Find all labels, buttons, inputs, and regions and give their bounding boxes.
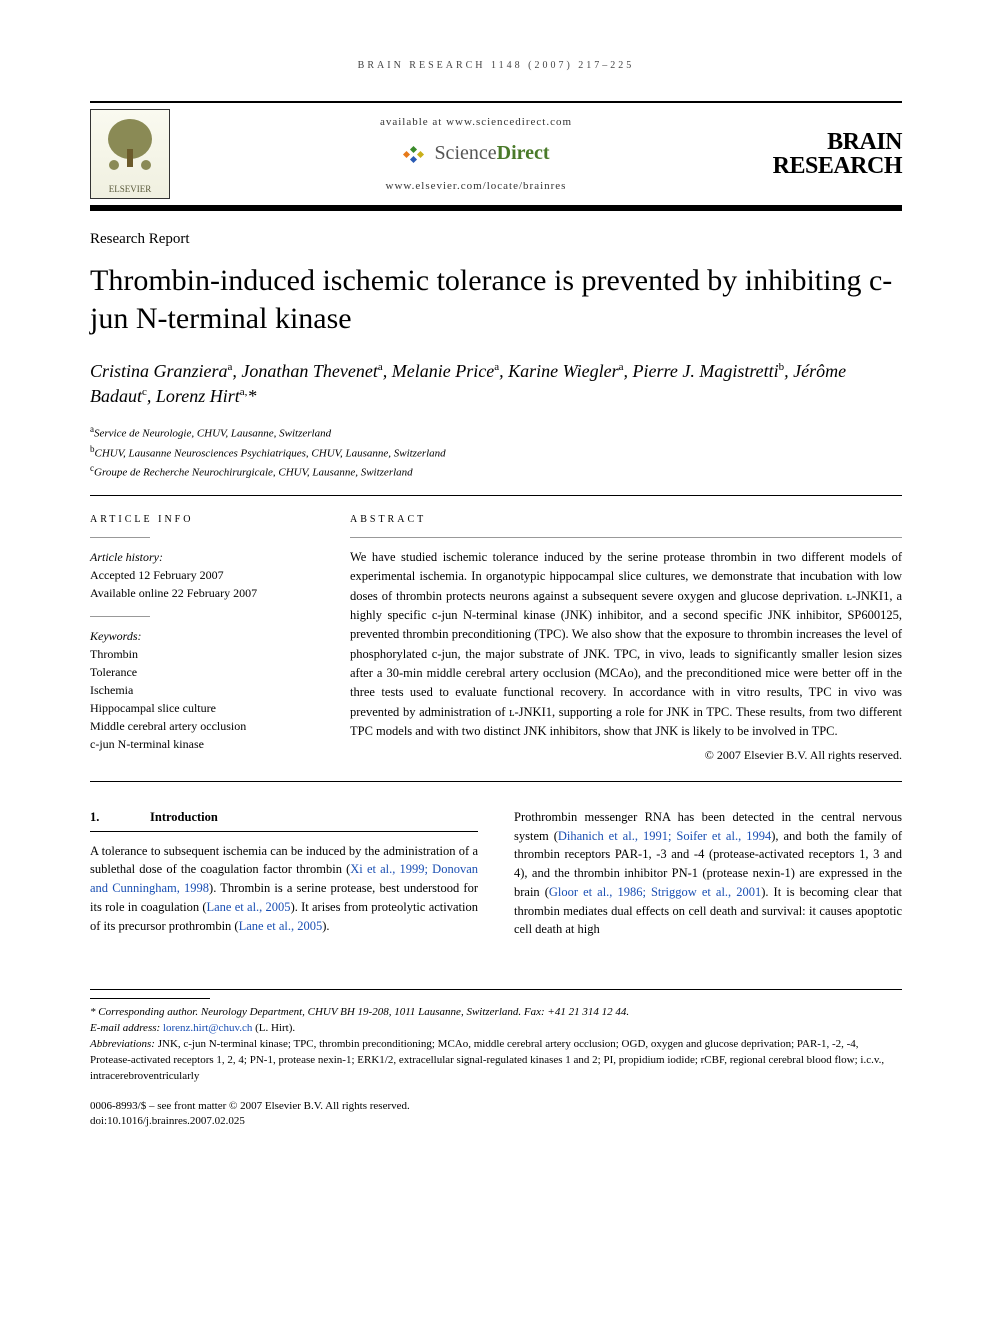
brand-bar: ELSEVIER available at www.sciencedirect.… [90, 101, 902, 211]
elsevier-wordmark: ELSEVIER [109, 184, 152, 194]
affiliations: aService de Neurologie, CHUV, Lausanne, … [90, 423, 902, 480]
brand-center: available at www.sciencedirect.com Scien… [180, 116, 772, 192]
abstract-col: ABSTRACT We have studied ischemic tolera… [350, 514, 902, 767]
abbrev-text: JNK, c-jun N-terminal kinase; TPC, throm… [90, 1038, 884, 1082]
divider-short [90, 537, 150, 538]
page: BRAIN RESEARCH 1148 (2007) 217–225 ELSEV… [0, 0, 992, 1170]
article-history: Article history: Accepted 12 February 20… [90, 548, 310, 602]
sd-word-bold: Direct [497, 142, 550, 164]
available-at-text: available at www.sciencedirect.com [180, 116, 772, 128]
elsevier-logo: ELSEVIER [90, 109, 170, 199]
affiliation: cGroupe de Recherche Neurochirurgicale, … [90, 462, 902, 481]
keyword: c-jun N-terminal kinase [90, 735, 310, 753]
divider [90, 495, 902, 496]
divider [90, 781, 902, 782]
journal-logo: BRAIN RESEARCH [772, 130, 902, 178]
divider [350, 537, 902, 538]
article-info-heading: ARTICLE INFO [90, 514, 310, 525]
sd-word-light: Science [434, 142, 496, 164]
email-label: E-mail address: [90, 1022, 163, 1034]
sciencedirect-wordmark: ScienceDirect [434, 142, 549, 165]
author-list: Cristina Granzieraa, Jonathan Theveneta,… [90, 359, 902, 409]
footer-meta: 0006-8993/$ – see front matter © 2007 El… [90, 1099, 902, 1130]
keyword: Hippocampal slice culture [90, 699, 310, 717]
keyword: Ischemia [90, 681, 310, 699]
body-two-column: 1. Introduction A tolerance to subsequen… [90, 808, 902, 939]
article-title: Thrombin-induced ischemic tolerance is p… [90, 262, 902, 337]
keyword: Thrombin [90, 645, 310, 663]
citation-link[interactable]: Lane et al., 2005 [239, 919, 323, 933]
body-col-right: Prothrombin messenger RNA has been detec… [514, 808, 902, 939]
sciencedirect-logo: ScienceDirect [402, 140, 549, 166]
publisher-logo-block: ELSEVIER [90, 109, 180, 199]
keywords-list: ThrombinToleranceIschemiaHippocampal sli… [90, 645, 310, 753]
footnotes: * Corresponding author. Neurology Depart… [90, 989, 902, 1085]
body-col-left: 1. Introduction A tolerance to subsequen… [90, 808, 478, 939]
section-number: 1. [90, 808, 150, 827]
copyright-line: © 2007 Elsevier B.V. All rights reserved… [350, 748, 902, 763]
email-line: E-mail address: lorenz.hirt@chuv.ch (L. … [90, 1021, 902, 1037]
sciencedirect-icon [402, 140, 428, 166]
journal-url: www.elsevier.com/locate/brainres [180, 180, 772, 192]
citation-link[interactable]: Lane et al., 2005 [207, 900, 291, 914]
keyword: Middle cerebral artery occlusion [90, 717, 310, 735]
issn-line: 0006-8993/$ – see front matter © 2007 El… [90, 1099, 902, 1114]
text-run: * Corresponding author. Neurology Depart… [90, 1006, 629, 1018]
text-run: ). [322, 919, 329, 933]
running-head: BRAIN RESEARCH 1148 (2007) 217–225 [90, 60, 902, 71]
keywords-label: Keywords: [90, 627, 310, 645]
paragraph: A tolerance to subsequent ischemia can b… [90, 842, 478, 936]
email-link[interactable]: lorenz.hirt@chuv.ch [163, 1022, 252, 1034]
paragraph: Prothrombin messenger RNA has been detec… [514, 808, 902, 939]
abbrev-label: Abbreviations: [90, 1038, 158, 1050]
article-info-col: ARTICLE INFO Article history: Accepted 1… [90, 514, 310, 767]
journal-logo-line1: BRAIN [772, 130, 902, 154]
footnote-rule [90, 998, 210, 999]
section-title: Introduction [150, 808, 218, 827]
section-heading: 1. Introduction [90, 808, 478, 832]
journal-logo-block: BRAIN RESEARCH [772, 130, 902, 178]
keyword: Tolerance [90, 663, 310, 681]
abbreviations: Abbreviations: JNK, c-jun N-terminal kin… [90, 1037, 902, 1085]
accepted-date: Accepted 12 February 2007 [90, 566, 310, 584]
history-label: Article history: [90, 548, 310, 566]
affiliation: aService de Neurologie, CHUV, Lausanne, … [90, 423, 902, 442]
citation-link[interactable]: Gloor et al., 1986; Striggow et al., 200… [549, 885, 761, 899]
divider-short [90, 616, 150, 617]
text-run: (L. Hirt). [252, 1022, 295, 1034]
online-date: Available online 22 February 2007 [90, 584, 310, 602]
corresponding-author: * Corresponding author. Neurology Depart… [90, 1005, 902, 1021]
abstract-text: We have studied ischemic tolerance induc… [350, 548, 902, 742]
journal-logo-line2: RESEARCH [772, 154, 902, 178]
doi-line: doi:10.1016/j.brainres.2007.02.025 [90, 1114, 902, 1129]
article-type: Research Report [90, 231, 902, 248]
abstract-heading: ABSTRACT [350, 514, 902, 525]
keywords-block: Keywords: ThrombinToleranceIschemiaHippo… [90, 627, 310, 753]
tree-icon [100, 117, 160, 184]
citation-link[interactable]: Dihanich et al., 1991; Soifer et al., 19… [558, 829, 771, 843]
article-meta-row: ARTICLE INFO Article history: Accepted 1… [90, 514, 902, 767]
affiliation: bCHUV, Lausanne Neurosciences Psychiatri… [90, 443, 902, 462]
